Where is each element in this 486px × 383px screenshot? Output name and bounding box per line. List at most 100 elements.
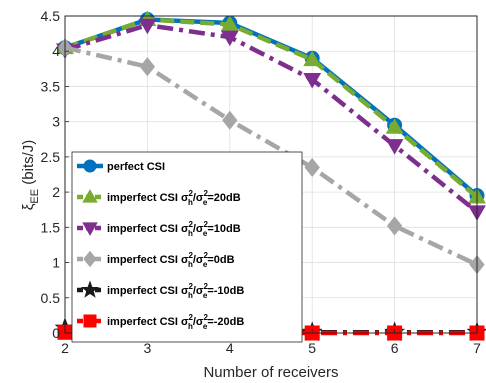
legend-label: imperfect CSI σ2 h/σ2 e=10dB: [107, 220, 241, 238]
series-marker-triangle-up: [82, 189, 98, 203]
series-marker-diamond: [222, 110, 238, 130]
legend-label: imperfect CSI σ2 h/σ2 e=0dB: [107, 251, 235, 269]
legend-entry: imperfect CSI σ2 h/σ2 e=0dB: [77, 250, 235, 269]
y-tick-label: 0: [52, 325, 60, 341]
legend-label-text: =0dB: [207, 254, 234, 266]
x-axis-title: Number of receivers: [203, 364, 338, 381]
series-marker-triangle-down: [303, 72, 322, 89]
series-marker-circle: [83, 159, 97, 173]
legend-label-slash: /: [193, 192, 196, 204]
y-tick-label: 3: [52, 114, 60, 130]
y-tick-label: 1: [52, 255, 60, 271]
series-marker-diamond: [139, 57, 156, 77]
legend-entry: imperfect CSI σ2 h/σ2 e=-10dB: [77, 280, 244, 300]
legend-label: perfect CSI: [107, 161, 165, 173]
legend-label-sigma: σ: [196, 254, 204, 266]
legend-label-slash: /: [193, 316, 196, 328]
x-tick-label: 2: [61, 340, 69, 356]
y-axis-title: ξEE (bits/J): [20, 140, 41, 211]
legend-label-slash: /: [193, 223, 196, 235]
legend-label-sigma: σ: [181, 316, 189, 328]
legend-label-sigma: σ: [196, 192, 204, 204]
series-marker-square: [83, 314, 97, 328]
legend-label-subscript: h: [188, 260, 193, 269]
legend-label-subscript: h: [188, 291, 193, 300]
legend-label-superscript: 2: [189, 251, 194, 260]
legend-label-slash: /: [193, 285, 196, 297]
axis-ticks: 2 3 4 5 6 7 0 0.5 1 1.5 2 2.5 3 3.5 4 4.5: [41, 8, 482, 356]
legend-label-subscript: h: [188, 229, 193, 238]
legend-label-sigma: σ: [181, 285, 189, 297]
legend-label-text: =10dB: [207, 223, 240, 235]
legend-entry: imperfect CSI σ2 h/σ2 e=10dB: [77, 220, 241, 238]
y-tick-label: 0.5: [41, 290, 61, 306]
legend-label-sigma: σ: [196, 285, 204, 297]
legend-label-subscript: e: [203, 291, 208, 300]
series-marker-triangle-down: [385, 139, 404, 155]
legend-label-text: =-10dB: [207, 285, 244, 297]
legend-label-text: imperfect CSI: [107, 254, 181, 266]
legend-label-sigma: σ: [181, 254, 189, 266]
series-line: [64, 45, 478, 267]
legend-label-text: imperfect CSI: [107, 285, 181, 297]
legend-label-text: =-20dB: [207, 316, 244, 328]
legend-label-text: imperfect CSI: [107, 316, 181, 328]
series-marker-triangle-down: [138, 18, 157, 35]
legend-label-text: imperfect CSI: [107, 223, 181, 235]
legend-label: imperfect CSI σ2 h/σ2 e=20dB: [107, 189, 241, 207]
legend-label-superscript: 2: [189, 189, 194, 198]
legend-label: imperfect CSI σ2 h/σ2 e=-20dB: [107, 313, 244, 331]
y-axis-title-symbol: ξ: [20, 203, 37, 210]
legend-label: imperfect CSI σ2 h/σ2 e=-10dB: [107, 282, 244, 300]
series-line: [64, 17, 479, 199]
legend-entry: imperfect CSI σ2 h/σ2 e=-20dB: [77, 313, 244, 331]
y-tick-label: 4.5: [41, 8, 61, 24]
y-tick-label: 1.5: [41, 219, 61, 235]
legend-label-subscript: e: [203, 260, 208, 269]
legend-label-text: =20dB: [207, 192, 240, 204]
legend-label-sigma: σ: [196, 316, 204, 328]
x-tick-label: 5: [308, 340, 316, 356]
legend-label-superscript: 2: [203, 220, 208, 229]
series-marker-triangle-up: [220, 15, 239, 31]
legend-label-sigma: σ: [181, 192, 189, 204]
series-line: [64, 22, 479, 214]
legend-entry: imperfect CSI σ2 h/σ2 e=20dB: [77, 189, 241, 207]
legend-entry: perfect CSI: [77, 159, 165, 173]
legend-label-subscript: e: [203, 198, 208, 207]
x-tick-label: 7: [473, 340, 481, 356]
legend-label-superscript: 2: [203, 189, 208, 198]
y-tick-label: 2: [52, 184, 60, 200]
legend-label-superscript: 2: [203, 282, 208, 291]
legend-label-superscript: 2: [203, 313, 208, 322]
x-tick-label: 3: [144, 340, 152, 356]
series-marker-triangle-down: [82, 222, 98, 236]
series-marker-triangle-down: [220, 30, 239, 47]
legend-box: [71, 151, 303, 343]
legend-label-superscript: 2: [203, 251, 208, 260]
series-marker-triangle-up: [303, 50, 322, 67]
legend-label-superscript: 2: [189, 313, 194, 322]
y-axis-title-subscript: EE: [29, 189, 41, 204]
legend-label-sigma: σ: [196, 223, 204, 235]
legend-label-sigma: σ: [181, 223, 189, 235]
legend-label-subscript: h: [188, 322, 193, 331]
legend-label-subscript: e: [203, 322, 208, 331]
legend-label-superscript: 2: [189, 220, 194, 229]
series-marker-diamond: [304, 157, 320, 178]
x-tick-label: 4: [226, 340, 234, 356]
legend-label-subscript: e: [203, 229, 208, 238]
y-tick-label: 3.5: [41, 78, 61, 94]
legend-label-superscript: 2: [189, 282, 194, 291]
series-marker-star: [80, 280, 100, 298]
x-tick-label: 6: [391, 340, 399, 356]
legend-label-text: imperfect CSI: [107, 192, 181, 204]
y-tick-label: 4: [52, 43, 60, 59]
series-marker-triangle-up: [385, 118, 404, 134]
legend-label-slash: /: [193, 254, 196, 266]
y-tick-label: 2.5: [41, 149, 61, 165]
y-axis-title-unit: (bits/J): [20, 140, 37, 189]
legend-label-subscript: h: [188, 198, 193, 207]
